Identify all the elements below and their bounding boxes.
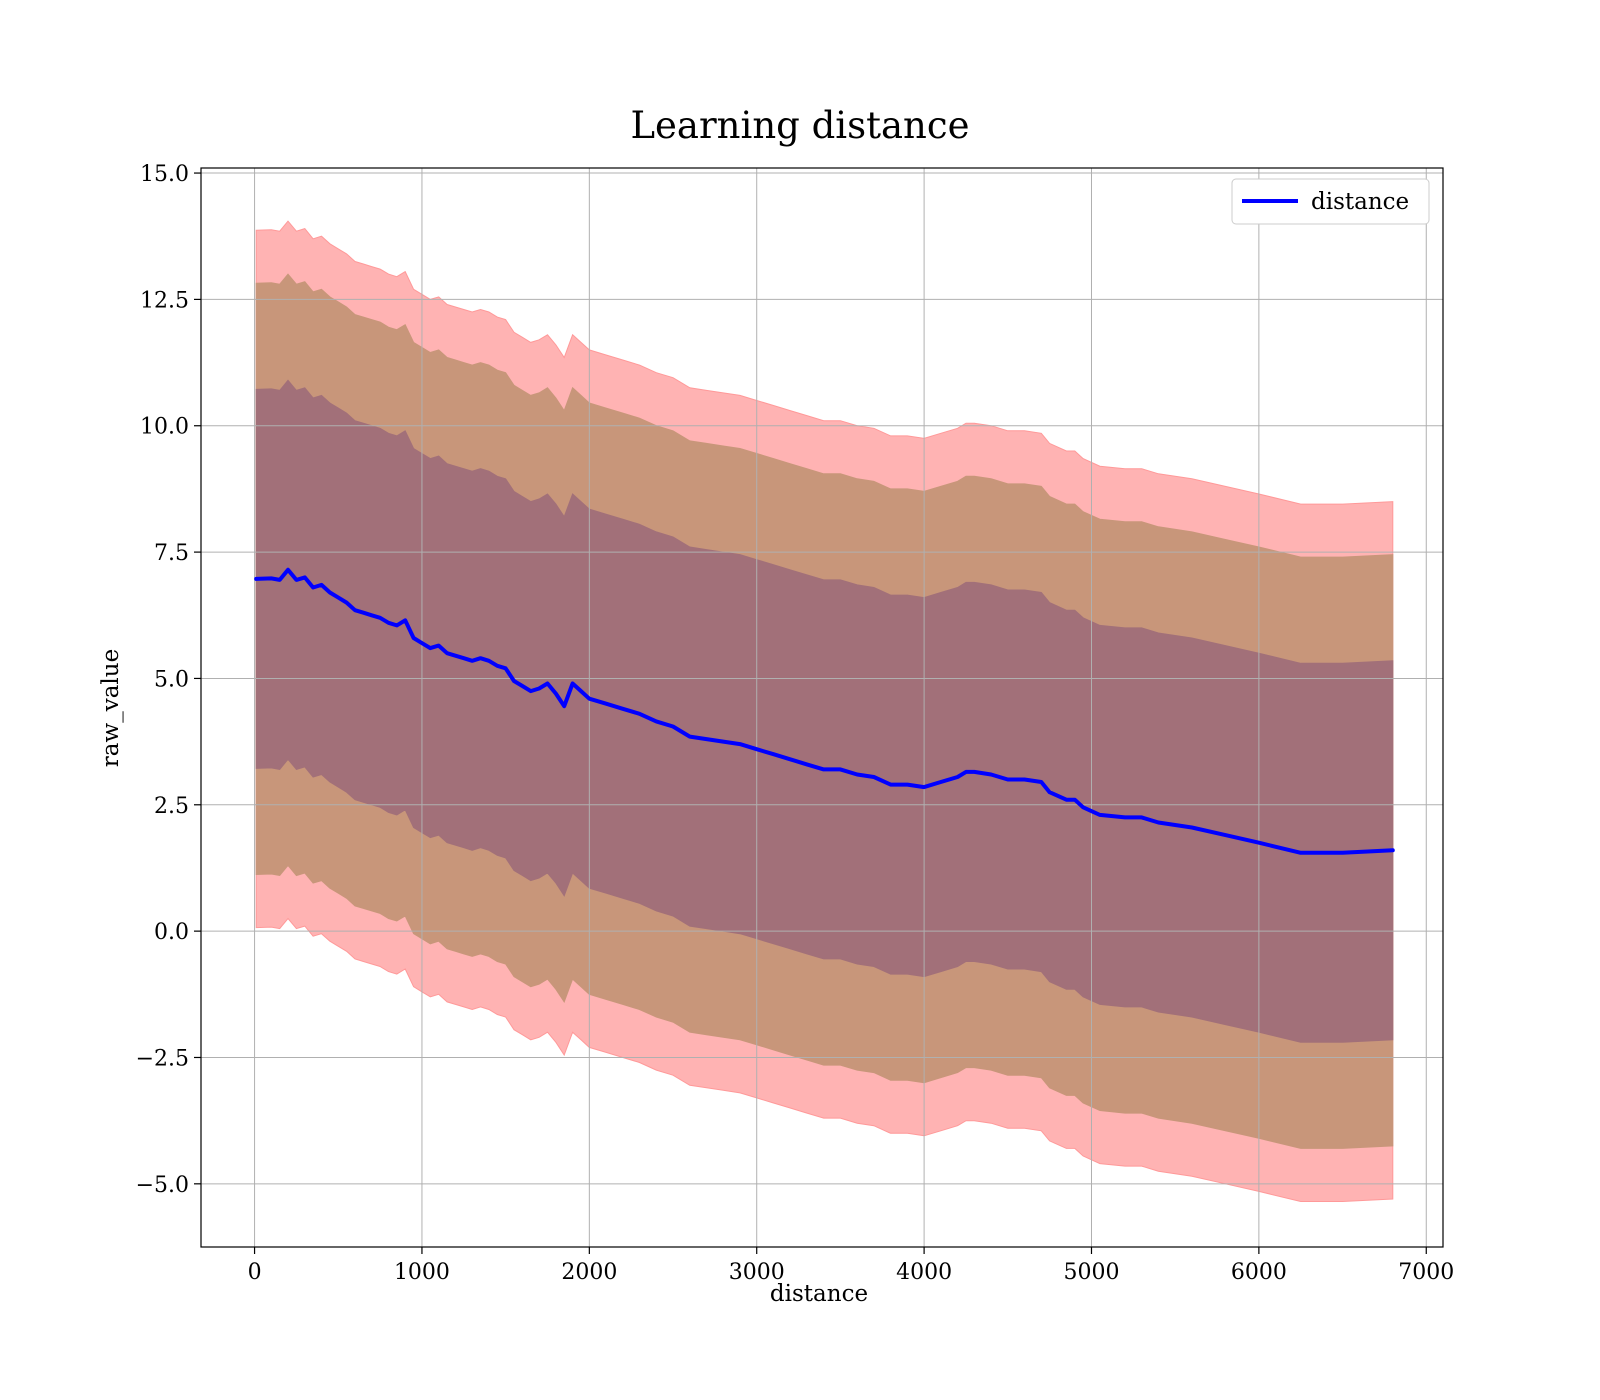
y-tick-label: 0.0	[154, 920, 189, 945]
legend: distance	[1231, 178, 1430, 225]
x-tick-label: 2000	[561, 1260, 617, 1285]
x-tick-label: 3000	[729, 1260, 785, 1285]
x-tick-label: 0	[248, 1260, 262, 1285]
y-axis: −5.0 −2.5 0.0 2.5 5.0 7.5 10.0 12.5 15.0	[136, 162, 201, 1198]
y-tick-label: 10.0	[140, 415, 189, 440]
band-2	[255, 379, 1394, 1043]
series-layer	[254, 567, 1395, 855]
confidence-bands	[255, 220, 1394, 1202]
x-axis: 0 1000 2000 3000 4000 5000 6000 7000	[248, 1247, 1454, 1285]
x-tick-label: 7000	[1398, 1260, 1454, 1285]
y-tick-label: −5.0	[136, 1173, 189, 1198]
grid	[201, 168, 1443, 1247]
legend-box	[1231, 178, 1430, 225]
legend-label-distance: distance	[1311, 189, 1409, 215]
x-tick-label: 5000	[1063, 1260, 1119, 1285]
y-tick-label: 12.5	[140, 288, 189, 313]
y-tick-label: 7.5	[154, 541, 189, 566]
chart-title: Learning distance	[630, 104, 969, 147]
y-tick-label: −2.5	[136, 1046, 189, 1071]
x-axis-label: distance	[770, 1281, 868, 1307]
plot-frame	[200, 167, 1444, 1248]
x-tick-label: 6000	[1231, 1260, 1287, 1285]
series-line-distance	[254, 567, 1395, 855]
y-axis-label: raw_value	[98, 649, 124, 767]
x-tick-label: 1000	[394, 1260, 450, 1285]
x-tick-label: 4000	[896, 1260, 952, 1285]
y-tick-label: 2.5	[154, 794, 189, 819]
y-tick-label: 5.0	[154, 667, 189, 692]
y-tick-label: 15.0	[140, 162, 189, 187]
